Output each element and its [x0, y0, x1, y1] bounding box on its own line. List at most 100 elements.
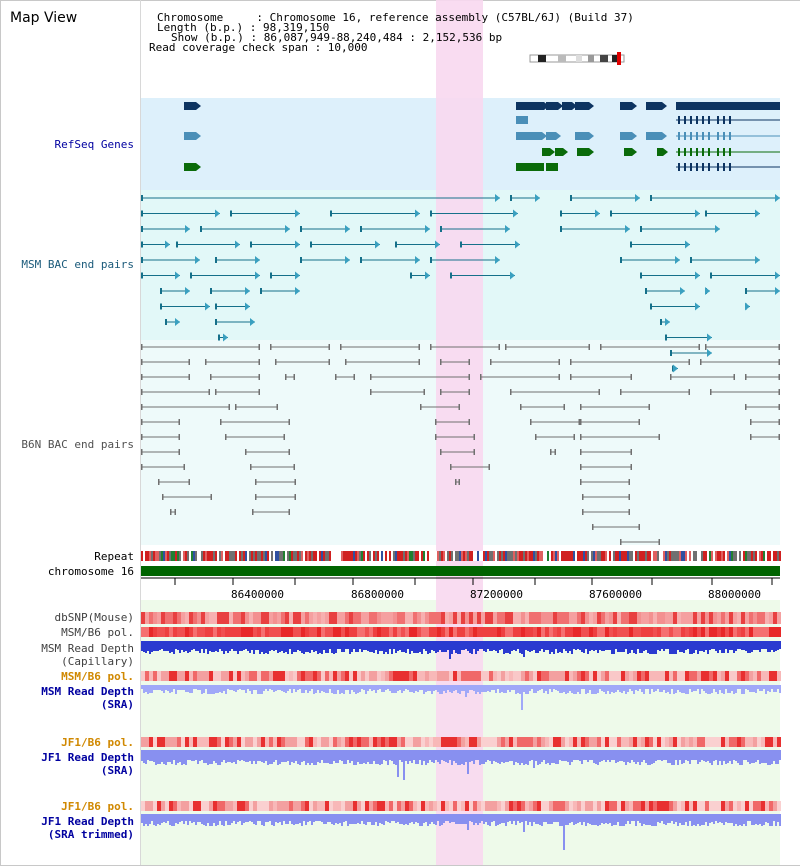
jf1-trim-depth-bar: [457, 814, 459, 824]
b6n-bac-label[interactable]: B6N BAC end pairs: [21, 438, 134, 451]
jf1-trim-depth-bar: [369, 814, 371, 822]
jf1-trim-depth-bar: [489, 814, 491, 826]
axis-tick: 88000000: [708, 588, 761, 601]
msm-b6-pol-sra-strip: [765, 671, 769, 681]
repeat-element: [419, 551, 421, 561]
msm-capillary-depth-bar: [351, 641, 353, 652]
jf1-trim-depth-bar: [417, 814, 419, 823]
jf1-b6-pol-trim-strip: [421, 801, 425, 811]
jf1-trim-depth-bar: [531, 814, 533, 826]
msm-sra-depth-bar: [661, 685, 663, 692]
jf1-depth-bar: [159, 750, 161, 764]
bac-end-mark: [418, 344, 420, 350]
bac-end-mark: [750, 419, 752, 425]
repeat-element: [649, 551, 651, 561]
msm-b6-pol-sra-strip: [413, 671, 417, 681]
jf1-b6-pol-strip: [369, 737, 373, 747]
msm-sra-depth-bar: [391, 685, 393, 693]
msm-capillary-depth-bar: [479, 641, 481, 649]
dbsnp-strip: [589, 612, 593, 624]
jf1-b6-pol-trim-strip: [769, 801, 773, 811]
jf1-trim-depth-bar: [397, 814, 399, 822]
jf1-trim-depth-bar: [319, 814, 321, 821]
jf1-b6-pol-trim-strip: [233, 801, 237, 811]
repeat-element: [719, 551, 721, 561]
repeat-element: [287, 551, 289, 561]
msm-b6-pol-sra-strip: [705, 671, 709, 681]
msm-b6-pol-strip: [657, 627, 661, 637]
repeat-element: [685, 551, 687, 561]
jf1-depth-bar: [725, 750, 727, 764]
msm-capillary-depth-bar: [731, 641, 733, 650]
jf1-b6-pol-strip: [737, 737, 741, 747]
jf1-b6-pol-trim-strip: [705, 801, 709, 811]
jf1-depth-bar: [447, 750, 449, 763]
msm-b6-pol-strip: [385, 627, 389, 637]
jf1-depth-sub: (SRA): [100, 764, 134, 777]
jf1-b6-pol-trim-strip: [221, 801, 225, 811]
repeat-element: [711, 551, 713, 561]
jf1-depth-bar: [745, 750, 747, 760]
msm-capillary-depth-bar: [609, 641, 611, 650]
msm-capillary-depth-bar: [477, 641, 479, 651]
msm-capillary-depth-bar: [739, 641, 741, 649]
gene-feature: [657, 148, 663, 156]
dbsnp-strip: [377, 612, 381, 624]
dbsnp-strip: [745, 612, 749, 624]
msm-b6-pol-strip: [617, 627, 621, 637]
dbsnp-strip: [533, 612, 537, 624]
jf1-b6-pol-strip: [217, 737, 221, 747]
jf1-trim-depth-bar: [679, 814, 681, 823]
chromosome-ideogram[interactable]: [528, 52, 630, 66]
repeat-element: [635, 551, 637, 561]
msm-capillary-depth-bar: [297, 641, 299, 650]
jf1-b6-pol-trim-strip: [297, 801, 301, 811]
msm-b6-pol-sra-strip: [485, 671, 489, 681]
dbsnp-strip: [309, 612, 313, 624]
msm-sra-depth-bar: [219, 685, 221, 692]
dbsnp-strip: [561, 612, 565, 624]
msm-b6-pol-strip: [645, 627, 649, 637]
jf1-trim-depth-bar: [653, 814, 655, 826]
jf1-trim-depth-bar: [769, 814, 771, 826]
jf1-b6-pol-trim-strip: [413, 801, 417, 811]
msm-b6-pol-strip: [669, 627, 673, 637]
bac-end-mark: [208, 389, 210, 395]
msm-b6-pol-strip: [549, 627, 553, 637]
msm-capillary-depth-bar: [217, 641, 219, 652]
jf1-b6-pol-trim-strip: [269, 801, 273, 811]
jf1-depth-bar: [445, 750, 447, 762]
repeat-element: [473, 551, 475, 561]
jf1-trim-depth-bar: [495, 814, 497, 826]
jf1-trim-depth-bar: [235, 814, 237, 824]
jf1-b6-pol-strip: [173, 737, 177, 747]
jf1-depth-bar: [775, 750, 777, 764]
msm-b6-pol-strip: [237, 627, 241, 637]
repeat-element: [373, 551, 375, 561]
repeat-element: [743, 551, 745, 561]
highlight-region[interactable]: [436, 0, 483, 865]
jf1-depth-bar: [357, 750, 359, 762]
msm-capillary-depth-bar: [533, 641, 535, 650]
msm-sra-depth-bar: [283, 685, 285, 692]
msm-b6-pol-sra-strip: [753, 671, 757, 681]
gene-feature-arrow: [558, 102, 563, 110]
msm-b6-pol-sra-strip: [205, 671, 209, 681]
jf1-b6-pol-trim-strip: [609, 801, 613, 811]
jf1-depth-bar: [481, 750, 483, 764]
jf1-b6-pol-trim-strip: [541, 801, 545, 811]
refseq-genes-label[interactable]: RefSeq Genes: [54, 138, 134, 151]
msm-capillary-depth-bar: [235, 641, 237, 651]
bac-end-mark: [440, 359, 442, 365]
jf1-b6-pol-trim-strip: [429, 801, 433, 811]
msm-sra-depth-bar: [701, 685, 703, 689]
jf1-b6-pol-strip: [645, 737, 649, 747]
jf1-b6-pol-trim-strip: [501, 801, 505, 811]
msm-b6-pol-sra-strip: [457, 671, 461, 681]
repeat-element: [159, 551, 161, 561]
repeat-element: [409, 551, 411, 561]
msm-capillary-depth-bar: [181, 641, 183, 650]
msm-bac-label[interactable]: MSM BAC end pairs: [21, 258, 134, 271]
repeat-element: [331, 551, 333, 561]
